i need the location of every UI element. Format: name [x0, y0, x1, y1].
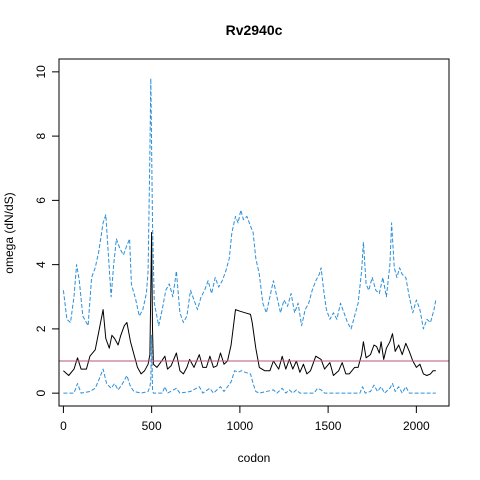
y-tick-label: 2 [34, 325, 48, 332]
x-tick-label: 500 [142, 419, 162, 433]
x-tick-label: 0 [60, 419, 67, 433]
x-axis-label: codon [238, 451, 271, 465]
y-tick-label: 6 [34, 197, 48, 204]
lower-bound-line [63, 334, 436, 394]
plot-frame [58, 58, 450, 407]
y-axis-label: omega (dN/dS) [2, 192, 16, 273]
x-tick-label: 2000 [403, 419, 430, 433]
omega-line [63, 232, 436, 376]
y-tick-label: 4 [34, 261, 48, 268]
x-tick-label: 1000 [227, 419, 254, 433]
y-tick-label: 10 [34, 65, 48, 79]
x-tick-label: 1500 [315, 419, 342, 433]
upper-bound-line [62, 77, 437, 330]
y-tick-label: 8 [34, 132, 48, 139]
y-tick-label: 0 [34, 389, 48, 396]
chart-title: Rv2940c [226, 22, 283, 38]
